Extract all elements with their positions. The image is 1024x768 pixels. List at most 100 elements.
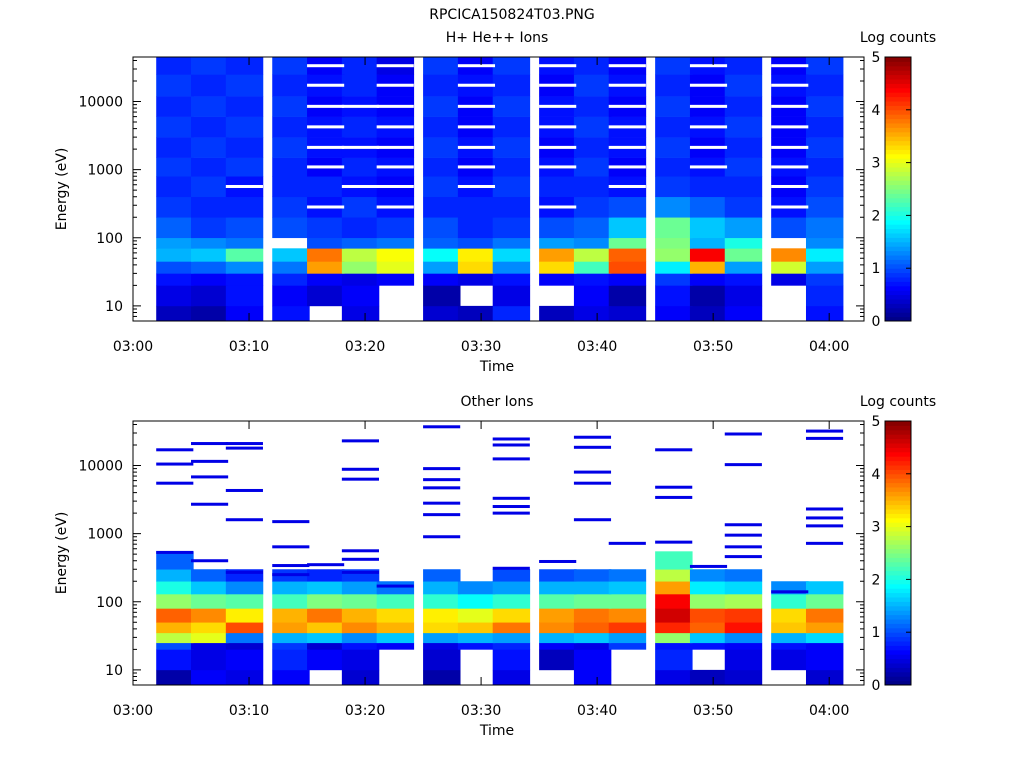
panel-title: H+ He++ Ions	[446, 30, 549, 46]
data-gap-stripe	[608, 165, 646, 169]
spectrogram-cell	[573, 273, 612, 286]
count-line	[805, 429, 844, 433]
spectrogram-cell	[608, 261, 647, 274]
data-gap-stripe	[689, 104, 728, 108]
count-line	[655, 540, 693, 544]
data-gap-stripe	[771, 205, 809, 209]
colorbar-segment	[885, 605, 911, 611]
count-line	[689, 564, 728, 568]
colorbar-segment	[885, 202, 911, 208]
x-tick-label: 04:00	[809, 703, 849, 719]
spectrogram-cell	[805, 248, 844, 262]
spectrogram-cell	[341, 116, 380, 138]
colorbar-segment	[885, 277, 911, 282]
spectrogram-cell	[492, 285, 531, 307]
colorbar-segment	[885, 268, 911, 274]
spectrogram-cell	[272, 642, 310, 650]
data-gap-stripe	[341, 145, 379, 149]
y-tick-label: 10	[105, 663, 123, 679]
colorbar-segment	[885, 663, 911, 668]
spectrogram-cell	[191, 137, 229, 158]
spectrogram-cell	[492, 632, 531, 644]
data-gap-stripe	[771, 125, 809, 129]
spectrogram-cell	[805, 273, 844, 286]
data-gap-stripe	[341, 104, 379, 108]
colorbar: 0 1 2 3 4 5	[872, 414, 912, 694]
count-line	[805, 524, 844, 528]
spectrogram-cell	[655, 649, 693, 671]
spectrogram-cell	[423, 57, 461, 75]
colorbar-segment	[885, 610, 911, 616]
colorbar-segment	[885, 206, 911, 212]
count-line	[225, 518, 263, 522]
x-tick-label: 03:10	[229, 703, 269, 719]
spectrogram-cell	[655, 669, 693, 686]
spectrogram-cell	[376, 581, 415, 595]
spectrogram-cell	[341, 622, 380, 634]
spectrogram-cell	[156, 237, 194, 249]
spectrogram-cell	[156, 57, 194, 75]
spectrogram-cell	[307, 273, 345, 286]
spectrogram-cell	[655, 217, 693, 239]
spectrogram-cell	[689, 217, 728, 239]
spectrogram-cell	[689, 669, 728, 686]
data-gap-stripe	[608, 184, 646, 188]
colorbar-segment	[885, 531, 911, 536]
spectrogram-cell	[608, 642, 647, 650]
x-axis-label: Time	[479, 359, 514, 375]
colorbar-segment	[885, 158, 911, 164]
spectrogram-cell	[225, 649, 264, 671]
colorbar-segment	[885, 118, 911, 124]
colorbar-segment	[885, 316, 911, 322]
spectrogram-cell	[573, 116, 612, 138]
colorbar-label: Log counts	[860, 394, 936, 410]
colorbar-segment	[885, 482, 911, 488]
colorbar-segment	[885, 149, 911, 155]
data-gap-stripe	[539, 104, 577, 108]
count-line	[191, 559, 229, 563]
count-line	[156, 550, 194, 554]
colorbar-segment	[885, 451, 911, 457]
spectrogram-cell	[573, 649, 612, 671]
spectrogram-cell	[341, 248, 380, 262]
spectrogram-cell	[539, 569, 577, 582]
colorbar-segment	[885, 517, 911, 523]
spectrogram-cell	[272, 622, 310, 634]
spectrogram-cell	[492, 248, 531, 262]
spectrogram-cell	[608, 285, 647, 307]
count-line	[608, 541, 646, 545]
x-tick-label: 04:00	[809, 339, 849, 355]
spectrogram-cell	[492, 261, 531, 274]
colorbar-segment	[885, 460, 911, 466]
spectrogram-cell	[191, 261, 229, 274]
colorbar-tick-label: 4	[872, 467, 881, 483]
data-gap-stripe	[608, 104, 646, 108]
spectrogram-cell	[191, 669, 229, 686]
count-line	[376, 584, 414, 588]
colorbar-segment	[885, 57, 911, 62]
colorbar-segment	[885, 233, 911, 238]
x-tick-label: 03:20	[345, 339, 385, 355]
spectrogram-cell	[771, 273, 809, 286]
spectrogram-cell	[573, 632, 612, 644]
spectrogram-cell	[423, 96, 461, 117]
spectrogram-cell	[272, 669, 310, 686]
colorbar-segment	[885, 65, 911, 71]
colorbar-segment	[885, 83, 911, 89]
count-line	[423, 425, 461, 429]
spectrogram-cell	[156, 649, 194, 671]
colorbar-segment	[885, 263, 911, 269]
colorbar-segment	[885, 167, 911, 172]
spectrogram-cell	[307, 285, 345, 307]
spectrogram-cell	[655, 116, 693, 138]
data-gap-stripe	[457, 184, 496, 188]
spectrogram-cell	[724, 176, 763, 198]
spectrogram-cell	[724, 669, 763, 686]
y-tick-label: 1000	[87, 163, 123, 179]
spectrogram-cell	[423, 261, 461, 274]
colorbar-segment	[885, 425, 911, 431]
spectrogram-cell	[539, 305, 577, 322]
spectrogram-cell	[423, 273, 461, 286]
colorbar-segment	[885, 153, 911, 159]
spectrogram-cell	[341, 669, 380, 686]
